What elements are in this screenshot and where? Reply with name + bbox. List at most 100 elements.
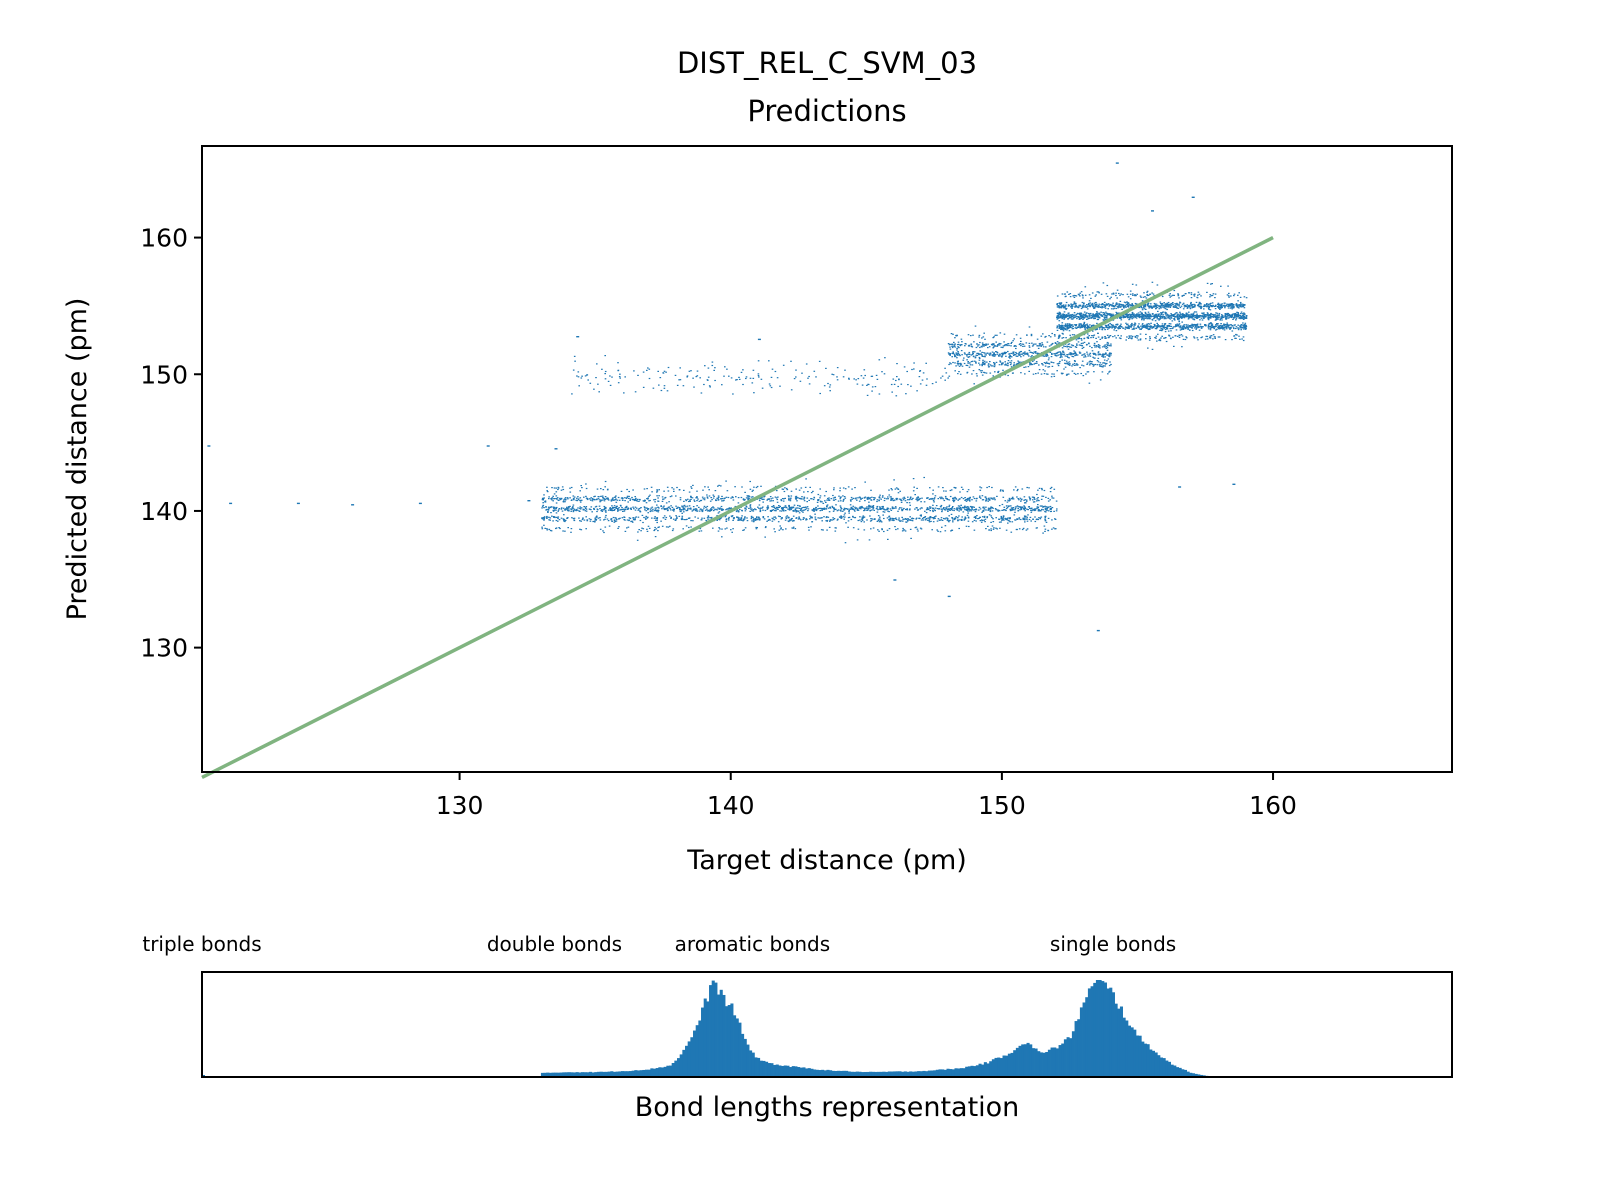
scatter-point-c0 [681, 512, 683, 514]
scatter-point-c0 [781, 507, 783, 509]
scatter-point-c3 [1173, 314, 1176, 316]
scatter-point-c0 [569, 497, 571, 499]
scatter-point-c0 [1024, 510, 1026, 512]
scatter-point-c1 [652, 387, 655, 389]
scatter-point-c0 [579, 501, 582, 503]
scatter-point-c3 [1126, 301, 1128, 303]
scatter-point-c0 [988, 514, 991, 516]
scatter-point-c3 [1218, 307, 1220, 309]
scatter-point-c0 [806, 506, 809, 508]
scatter-point-c0 [601, 509, 603, 511]
scatter-point-c0 [845, 522, 847, 524]
scatter-point-c0 [797, 507, 799, 509]
scatter-point-c0 [946, 519, 949, 521]
scatter-point-c3 [1145, 333, 1147, 335]
scatter-point-c0 [825, 508, 827, 510]
scatter-point-c3 [1141, 300, 1144, 302]
scatter-point-c0 [934, 517, 936, 519]
scatter-point-c0 [695, 510, 697, 512]
scatter-point-c0 [780, 527, 782, 529]
scatter-point-c0 [975, 509, 978, 511]
scatter-point-c1 [572, 369, 575, 371]
scatter-point-c0 [883, 511, 886, 513]
scatter-point-c3 [1157, 318, 1160, 320]
scatter-point-c0 [818, 507, 821, 509]
scatter-point-c0 [839, 487, 841, 489]
scatter-point-c0 [831, 506, 834, 508]
scatter-point-c0 [542, 502, 544, 504]
scatter-point-c0 [579, 499, 581, 502]
scatter-point-c0 [672, 518, 675, 520]
scatter-point-c0 [1047, 500, 1050, 502]
scatter-point-c3 [1199, 319, 1201, 321]
scatter-point-c1 [776, 377, 779, 379]
scatter-point-c0 [594, 506, 597, 508]
scatter-point-c0 [1044, 518, 1046, 520]
scatter-point-c0 [989, 508, 992, 510]
scatter-point-c1 [867, 383, 869, 385]
scatter-point-c0 [751, 520, 753, 522]
scatter-point-c0 [745, 505, 748, 507]
scatter-point-c0 [872, 505, 875, 507]
scatter-point-c0 [795, 517, 798, 519]
scatter-point-c2 [953, 344, 956, 346]
scatter-point-c0 [564, 520, 566, 523]
scatter-point-c3 [1193, 295, 1196, 297]
scatter-point-c0 [746, 520, 749, 522]
scatter-point-c0 [555, 497, 558, 500]
scatter-point-c0 [956, 508, 958, 510]
scatter-point-c2 [1071, 365, 1073, 367]
scatter-point-c0 [1036, 493, 1038, 496]
scatter-point-c2 [994, 371, 996, 373]
scatter-point-c2 [1067, 362, 1069, 364]
scatter-point-c0 [807, 508, 810, 510]
scatter-point-c1 [895, 395, 898, 397]
scatter-point-c0 [556, 498, 558, 500]
scatter-point-c0 [837, 500, 840, 502]
scatter-point-c0 [767, 506, 769, 508]
scatter-point-c0 [577, 507, 579, 509]
scatter-point-c0 [731, 515, 734, 517]
scatter-point-c0 [698, 500, 701, 502]
scatter-point-c2 [1057, 365, 1060, 367]
scatter-point-c0 [705, 506, 707, 509]
scatter-point-c3 [1090, 297, 1092, 299]
scatter-point-c3 [1217, 303, 1219, 305]
scatter-point-c3 [1214, 297, 1216, 299]
scatter-point-c3 [1056, 318, 1059, 320]
scatter-point-c0 [583, 506, 585, 508]
scatter-point-c0 [842, 500, 844, 502]
scatter-point-c0 [872, 527, 875, 529]
scatter-point-c3 [1172, 327, 1174, 329]
scatter-point-c0 [609, 507, 612, 509]
scatter-point-c0 [609, 509, 612, 511]
scatter-point-c0 [672, 508, 675, 510]
scatter-point-c0 [605, 511, 607, 513]
scatter-point-c2 [1062, 372, 1064, 374]
scatter-point-c0 [698, 510, 701, 512]
scatter-point-c0 [604, 480, 607, 483]
scatter-point-c0 [692, 506, 695, 508]
scatter-point-c0 [791, 527, 793, 529]
scatter-point-c0 [991, 506, 993, 509]
scatter-point-c3 [1214, 316, 1217, 318]
scatter-point-c2 [1026, 352, 1029, 354]
scatter-point-c3 [1124, 328, 1127, 330]
scatter-point-c2 [977, 345, 979, 347]
scatter-point-c0 [827, 516, 830, 518]
scatter-point-c0 [771, 506, 773, 508]
scatter-point-c3 [1134, 295, 1136, 297]
scatter-point-c3 [1073, 294, 1075, 297]
scatter-point-c2 [1076, 344, 1078, 346]
scatter-point-c0 [817, 505, 819, 507]
scatter-point-c0 [548, 507, 550, 509]
scatter-point-c0 [942, 487, 944, 489]
scatter-point-c3 [1158, 325, 1161, 327]
scatter-point-c3 [1084, 316, 1087, 318]
scatter-point-c0 [781, 507, 784, 509]
scatter-point-c0 [909, 504, 911, 506]
scatter-point-c0 [554, 507, 557, 509]
scatter-point-c0 [835, 508, 837, 510]
scatter-point-c0 [572, 495, 575, 497]
scatter-point-c3 [1134, 316, 1136, 318]
